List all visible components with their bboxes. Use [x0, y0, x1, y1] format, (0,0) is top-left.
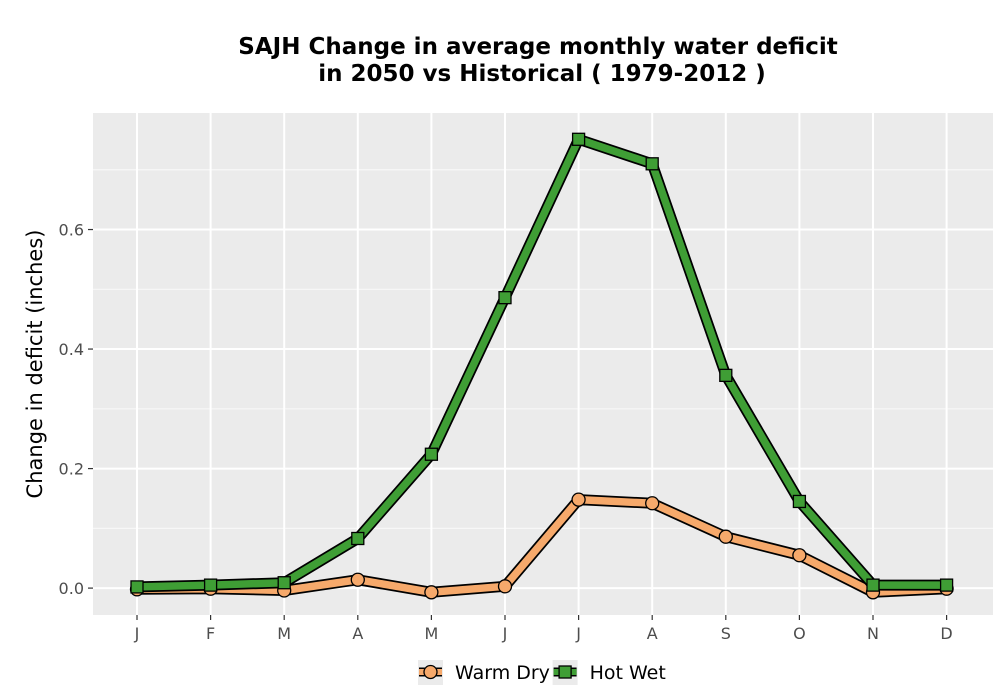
data-point — [645, 157, 659, 171]
x-tick-label: A — [647, 624, 658, 643]
series-hot-wet — [130, 132, 954, 594]
data-point — [498, 291, 512, 305]
title-line-2: in 2050 vs Historical ( 1979-2012 ) — [318, 61, 765, 87]
data-point — [645, 496, 660, 511]
data-point — [792, 494, 807, 509]
legend-label: Hot Wet — [590, 662, 666, 684]
data-point — [571, 132, 586, 146]
chart-title: SAJH Change in average monthly water def… — [238, 34, 837, 87]
y-tick-label: 0.0 — [59, 579, 84, 598]
data-point — [424, 585, 439, 600]
x-tick-label: J — [134, 624, 140, 643]
data-point — [718, 529, 733, 544]
minor-gridlines — [93, 169, 993, 529]
y-tick-label: 0.2 — [59, 460, 84, 479]
data-point — [571, 492, 586, 507]
x-tick-label: J — [575, 624, 581, 643]
plot-panel — [93, 113, 993, 615]
x-tick-label: O — [793, 624, 806, 643]
legend-item: Warm Dry — [418, 660, 550, 685]
x-tick-label: D — [940, 624, 952, 643]
data-point — [792, 548, 807, 563]
legend-key-marker — [558, 665, 572, 679]
data-point — [866, 578, 880, 592]
data-point — [350, 572, 365, 587]
x-tick-label: N — [867, 624, 879, 643]
data-point — [719, 368, 733, 383]
y-axis-label: Change in deficit (inches) — [23, 230, 47, 499]
x-tick-label: M — [277, 624, 291, 643]
series-layer — [129, 132, 954, 600]
series-line — [133, 495, 951, 597]
x-tick-label: J — [502, 624, 508, 643]
data-point — [497, 579, 513, 594]
data-point — [130, 580, 144, 594]
y-tick-label: 0.6 — [59, 221, 84, 240]
y-tick-label: 0.4 — [59, 340, 84, 359]
title-line-1: SAJH Change in average monthly water def… — [238, 34, 837, 60]
series-line — [133, 135, 951, 591]
major-gridlines — [93, 113, 993, 615]
legend-key-marker — [423, 664, 438, 680]
legend: Warm Dry Hot Wet — [418, 660, 666, 685]
x-tick-label: S — [721, 624, 731, 643]
legend-label: Warm Dry — [455, 662, 550, 684]
y-axis: 0.0 0.2 0.4 0.6 — [59, 221, 93, 598]
x-tick-label: A — [352, 624, 363, 643]
data-point — [351, 531, 365, 546]
x-tick-label: F — [206, 624, 215, 643]
data-point — [277, 576, 291, 590]
legend-item: Hot Wet — [552, 660, 666, 685]
data-point — [203, 578, 218, 592]
data-point — [939, 578, 954, 592]
data-point — [424, 447, 439, 461]
x-tick-label: M — [424, 624, 438, 643]
